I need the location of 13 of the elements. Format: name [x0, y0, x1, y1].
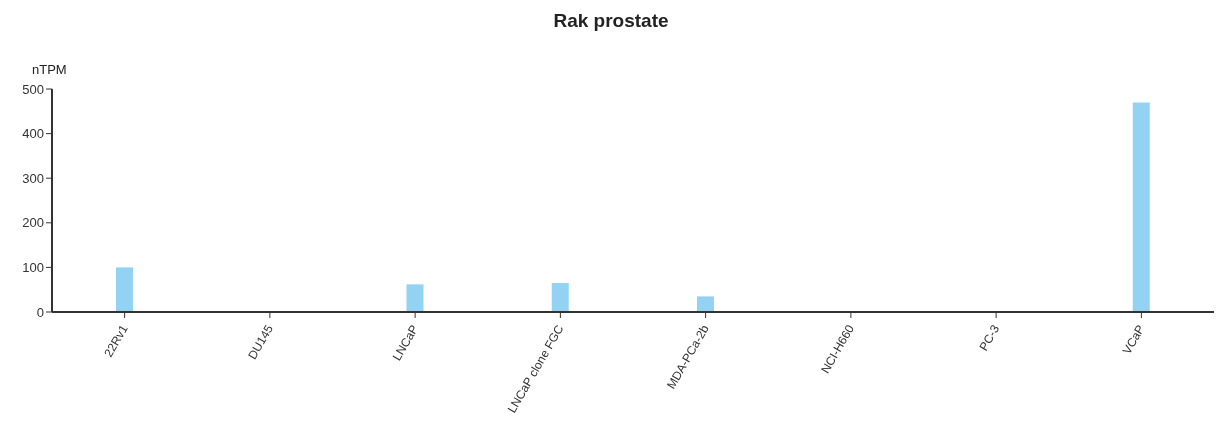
y-tick-label: 500: [22, 81, 44, 97]
y-tick-label: 200: [22, 215, 44, 231]
y-tick-label: 100: [22, 260, 44, 276]
y-tick-label: 0: [36, 304, 44, 320]
bar: [406, 284, 424, 312]
bar: [116, 267, 133, 312]
y-tick-label: 400: [22, 126, 44, 142]
y-tick-label: 300: [22, 170, 44, 186]
y-axis-title: nTPM: [32, 62, 67, 77]
bar: [551, 283, 569, 312]
bar: [1132, 102, 1150, 312]
chart-title: Rak prostate: [552, 10, 670, 32]
bar: [697, 296, 714, 312]
